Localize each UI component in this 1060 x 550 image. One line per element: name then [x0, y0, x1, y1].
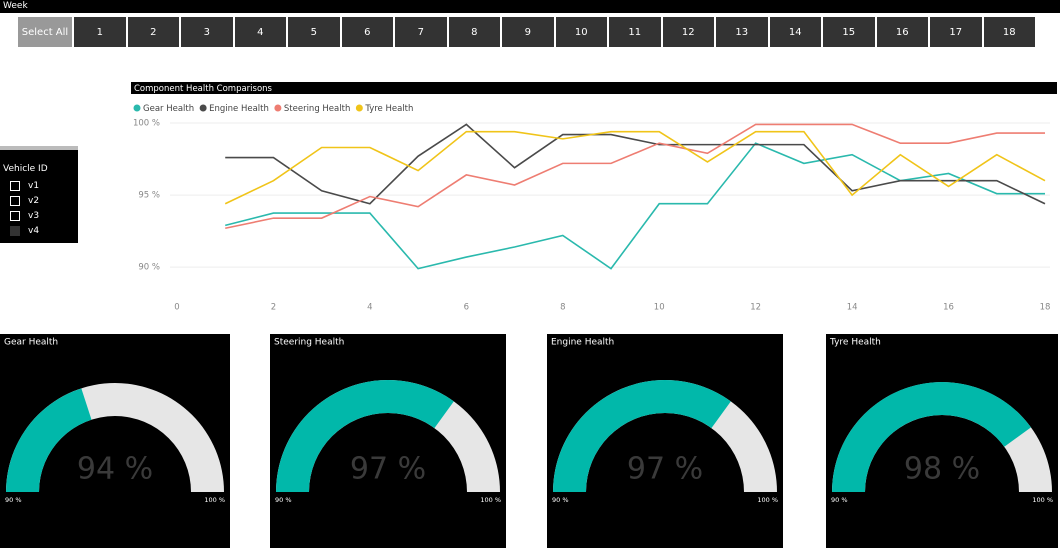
checkbox[interactable] [10, 225, 20, 236]
x-tick-label: 2 [271, 303, 276, 313]
gauge-range-label: 100 % [480, 496, 501, 504]
y-tick-label: 95 % [138, 191, 160, 201]
vehicle-label: v4 [28, 225, 40, 236]
x-tick-label: 8 [560, 303, 565, 313]
gauge-title: Gear Health [4, 338, 58, 348]
x-tick-label: 12 [750, 303, 761, 313]
x-tick-label: 0 [174, 303, 179, 313]
series-line [225, 123, 1045, 230]
series-line [225, 142, 1045, 270]
week-button[interactable]: 9 [502, 17, 554, 47]
legend-label: Tyre Health [364, 104, 413, 114]
week-button[interactable]: 14 [769, 17, 821, 47]
week-button[interactable]: 7 [395, 17, 447, 47]
gauge-value: 94 % [77, 452, 153, 487]
gauge-range-label: 100 % [757, 496, 778, 504]
week-button[interactable]: 2 [127, 17, 179, 47]
x-tick-label: 6 [464, 303, 469, 313]
gauge-range-label: 90 % [5, 496, 22, 504]
vehicle-option[interactable]: v3 [0, 208, 78, 223]
vehicle-slicer-title: Vehicle ID [3, 164, 48, 174]
week-button[interactable]: 12 [662, 17, 714, 47]
week-slicer-title: Week [0, 0, 1060, 13]
week-slicer: Select All 1 2 3 4 5 6 7 8 9 10 11 12 13 14 15 16 17 18 [18, 17, 1035, 47]
gauge-title: Engine Health [551, 338, 614, 348]
y-tick-label: 100 % [133, 119, 160, 129]
vehicle-label: v1 [28, 180, 40, 191]
week-button[interactable]: 1 [74, 17, 126, 47]
gauge-range-label: 90 % [831, 496, 848, 504]
week-button[interactable]: 16 [876, 17, 928, 47]
gauge-value: 98 % [904, 452, 980, 487]
legend-label: Steering Health [284, 104, 350, 114]
gauge-fill [553, 380, 731, 492]
x-tick-label: 10 [654, 303, 665, 313]
checkbox[interactable] [10, 195, 20, 206]
week-button[interactable]: 15 [823, 17, 875, 47]
legend-label: Engine Health [209, 104, 269, 114]
vehicle-label: v2 [28, 195, 40, 206]
series-line [224, 130, 1046, 205]
gauge-range-label: 100 % [1032, 496, 1053, 504]
x-tick-label: 4 [367, 303, 372, 313]
x-tick-label: 18 [1040, 303, 1051, 313]
gauge-title: Tyre Health [829, 338, 881, 348]
week-button[interactable]: 5 [288, 17, 340, 47]
legend-marker [199, 104, 207, 112]
week-button[interactable]: 6 [341, 17, 393, 47]
series-line [225, 123, 1046, 205]
gauge-range-label: 100 % [204, 496, 225, 504]
x-tick-label: 16 [943, 303, 954, 313]
chart-title: Component Health Comparisons [134, 84, 273, 94]
week-button[interactable]: 18 [983, 17, 1035, 47]
gauge-title: Steering Health [274, 338, 344, 348]
week-button[interactable]: 3 [181, 17, 233, 47]
gauge-fill [276, 380, 454, 492]
checkbox[interactable] [10, 210, 20, 221]
gauge-fill [6, 388, 92, 492]
week-button[interactable]: 11 [609, 17, 661, 47]
legend-label: Gear Health [143, 104, 194, 114]
week-button[interactable]: 17 [930, 17, 982, 47]
week-button[interactable]: Select All [18, 17, 72, 47]
gauge-range-label: 90 % [275, 496, 292, 504]
gauge-fill [832, 382, 1031, 492]
checkbox[interactable] [10, 180, 20, 191]
x-tick-label: 14 [847, 303, 858, 313]
week-button[interactable]: 8 [448, 17, 500, 47]
vehicle-option[interactable]: v1 [0, 178, 78, 193]
gauge-value: 97 % [350, 452, 426, 487]
gauge-value: 97 % [627, 452, 703, 487]
vehicle-option[interactable]: v2 [0, 193, 78, 208]
vehicle-slicer: Vehicle ID v1 v2 v3 v4 [0, 146, 78, 243]
week-button[interactable]: 4 [234, 17, 286, 47]
legend-marker [133, 104, 141, 112]
y-tick-label: 90 % [138, 263, 160, 273]
legend-marker [355, 104, 363, 112]
week-button[interactable]: 13 [716, 17, 768, 47]
vehicle-label: v3 [28, 210, 40, 221]
week-button[interactable]: 10 [555, 17, 607, 47]
legend-marker [274, 104, 282, 112]
gauge-range-label: 90 % [552, 496, 569, 504]
vehicle-option[interactable]: v4 [0, 223, 78, 238]
title-bar [131, 82, 1057, 94]
